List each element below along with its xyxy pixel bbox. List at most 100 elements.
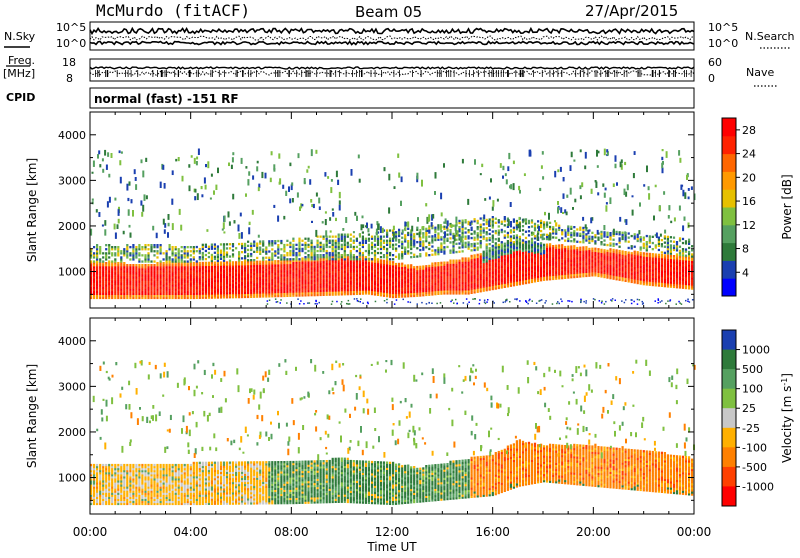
power-cell — [419, 241, 421, 243]
power-cell — [181, 291, 183, 293]
power-cell — [371, 279, 373, 281]
freq-unit-label: [MHz] — [3, 67, 35, 80]
power-cell — [549, 222, 551, 224]
power-cell — [434, 239, 436, 241]
power-cell — [616, 251, 618, 253]
power-cell — [111, 287, 113, 289]
power-cell — [362, 282, 364, 284]
power-cell — [437, 262, 439, 264]
power-cell — [335, 293, 337, 295]
power-cell — [552, 255, 554, 257]
power-cell — [522, 252, 524, 254]
power-cell — [292, 240, 294, 242]
power-cell — [135, 246, 137, 248]
power-cell — [196, 266, 198, 268]
power-cell — [323, 254, 325, 256]
power-cell — [377, 267, 379, 269]
power-cell — [622, 232, 624, 234]
power-cell — [462, 268, 464, 270]
power-cell — [558, 249, 560, 251]
power-cell — [120, 276, 122, 278]
power-cell — [317, 263, 319, 265]
power-cell — [670, 275, 672, 277]
power-cell — [398, 265, 400, 267]
power-cell — [440, 282, 442, 284]
power-cell — [144, 280, 146, 282]
power-cell — [519, 256, 521, 258]
power-cell — [386, 236, 388, 238]
power-cell — [280, 285, 282, 287]
power-cell — [619, 268, 621, 270]
power-cell — [262, 273, 264, 275]
power-cell — [543, 268, 545, 270]
power-cell — [341, 234, 343, 236]
power-cell — [347, 289, 349, 291]
power-cell — [673, 274, 675, 276]
power-cell — [404, 295, 406, 297]
power-cell — [311, 272, 313, 274]
power-cell — [114, 264, 116, 266]
power-cell — [383, 248, 385, 250]
power-cell — [449, 290, 451, 292]
power-cell — [579, 235, 581, 237]
power-cell — [579, 265, 581, 267]
power-cell — [386, 252, 388, 254]
power-cell — [217, 288, 219, 290]
power-cell — [129, 268, 131, 270]
power-cell — [392, 292, 394, 294]
power-cell — [552, 278, 554, 280]
power-cell — [350, 260, 352, 262]
power-cell — [295, 272, 297, 274]
power-cell — [609, 250, 611, 252]
power-cell — [277, 287, 279, 289]
power-cell — [111, 270, 113, 272]
power-cell — [609, 232, 611, 234]
power-cell — [588, 252, 590, 254]
power-cell — [498, 234, 500, 236]
power-cell — [241, 247, 243, 249]
power-cell — [498, 250, 500, 252]
power-cell — [492, 257, 494, 259]
power-cell — [111, 252, 113, 254]
power-cell — [217, 252, 219, 254]
power-cell — [259, 289, 261, 291]
power-cell — [374, 277, 376, 279]
power-cell — [555, 255, 557, 257]
power-cell — [184, 293, 186, 295]
power-cell — [166, 254, 168, 256]
power-cell — [181, 260, 183, 262]
power-cell — [570, 270, 572, 272]
power-cell — [102, 274, 104, 276]
power-cell — [141, 266, 143, 268]
power-cell — [123, 297, 125, 299]
power-cell — [655, 276, 657, 278]
power-cell — [480, 230, 482, 232]
power-cell — [519, 258, 521, 260]
power-cell — [468, 282, 470, 284]
power-cell — [326, 281, 328, 283]
power-cell — [338, 279, 340, 281]
power-cell — [606, 268, 608, 270]
power-cell — [492, 274, 494, 276]
power-cell — [160, 274, 162, 276]
power-cell — [329, 254, 331, 256]
power-cell — [486, 271, 488, 273]
power-cell — [335, 291, 337, 293]
power-cell — [561, 256, 563, 258]
power-cell — [250, 247, 252, 249]
power-cell — [606, 264, 608, 266]
power-cell — [262, 293, 264, 295]
power-cell — [492, 226, 494, 228]
power-cell — [667, 252, 669, 254]
power-cell — [462, 272, 464, 274]
power-cell — [646, 277, 648, 279]
power-cell — [579, 271, 581, 273]
power-cell — [132, 274, 134, 276]
power-cell — [265, 251, 267, 253]
power-cell — [199, 276, 201, 278]
power-cell — [187, 250, 189, 252]
power-cell — [622, 269, 624, 271]
power-cell — [474, 267, 476, 269]
power-cell — [311, 288, 313, 290]
power-cell — [178, 287, 180, 289]
